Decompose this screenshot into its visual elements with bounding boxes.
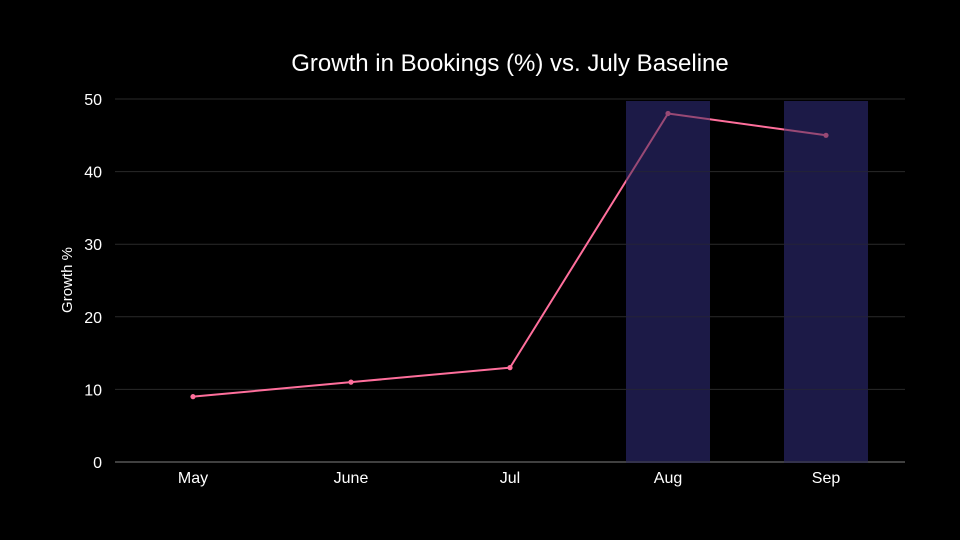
y-tick-label: 50 — [84, 92, 102, 109]
grid-lines — [115, 98, 905, 463]
series-layer — [190, 101, 868, 463]
highlight-band-aug — [626, 101, 710, 463]
data-point-jul — [507, 365, 513, 371]
y-tick-label: 30 — [84, 237, 102, 254]
y-axis-label: Growth % — [59, 247, 76, 313]
y-axis-ticks: 0 10 20 30 40 50 — [84, 92, 102, 472]
y-tick-label: 40 — [84, 165, 102, 182]
x-tick-label: Aug — [654, 470, 682, 487]
data-point-aug — [665, 110, 671, 117]
y-tick-label: 20 — [84, 310, 102, 327]
y-tick-label: 10 — [84, 382, 102, 399]
x-tick-label: Jul — [500, 470, 520, 487]
y-tick-label: 0 — [93, 455, 102, 472]
chart-title: Growth in Bookings (%) vs. July Baseline — [291, 50, 729, 77]
highlight-bands — [626, 101, 868, 463]
data-point-sep — [823, 132, 829, 138]
x-tick-label: June — [334, 470, 369, 487]
x-tick-label: May — [178, 470, 208, 487]
data-point-june — [348, 379, 354, 385]
highlight-band-overlay-sep — [784, 101, 868, 463]
highlight-band-overlay-aug — [626, 101, 710, 463]
x-tick-label: Sep — [812, 470, 841, 487]
highlight-band-sep — [784, 101, 868, 463]
data-point-may — [190, 394, 196, 400]
x-axis-ticks: May June Jul Aug Sep — [178, 470, 840, 487]
